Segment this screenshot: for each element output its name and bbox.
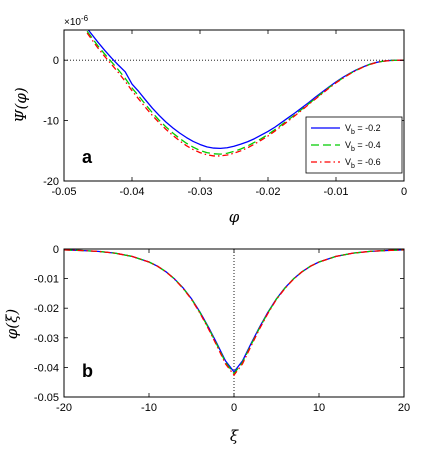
panel-b-ticks: -20 -10 0 10 20 -0.05 -0.04 -0.03 -0.02 -0.01 0 (34, 244, 410, 414)
y-tick-label: -0.03 (34, 333, 59, 345)
series-line-3 (86, 32, 404, 157)
panel-a-xlabel: φ (229, 208, 240, 226)
x-tick-label: -0.05 (51, 186, 76, 198)
panel-a-letter: a (82, 147, 93, 167)
panel-a-legend: Vb = -0.2 Vb = -0.4 Vb = -0.6 (305, 116, 403, 174)
x-tick-label: 0 (401, 186, 407, 198)
panel-a-axes-box (63, 29, 405, 182)
series-line-2 (64, 249, 404, 375)
x-tick-label: 10 (313, 402, 325, 414)
legend-box (305, 116, 403, 174)
y-tick-label: -0.01 (34, 274, 59, 286)
x-tick-label: -0.04 (119, 186, 144, 198)
panel-b-series (64, 249, 404, 376)
y-tick-label: 0 (53, 55, 59, 67)
legend-label-1: Vb = -0.2 (345, 123, 381, 136)
panel-a-series (86, 30, 404, 157)
y-tick-label: -0.02 (34, 303, 59, 315)
y-tick-label: -20 (43, 176, 59, 188)
panel-b: -20 -10 0 10 20 -0.05 -0.04 -0.03 -0.02 -0.01 0 φ(… (3, 244, 410, 445)
series-line-3 (64, 249, 404, 376)
panel-a-multiplier: ×10-6 (64, 14, 89, 28)
panel-b-letter: b (82, 361, 93, 381)
y-tick-label: -0.05 (34, 392, 59, 404)
panel-a-ticks: -0.05 -0.04 -0.03 -0.02 -0.01 0 -20 -10 0 (43, 30, 407, 198)
x-tick-label: -0.02 (255, 186, 280, 198)
x-tick-label: -0.01 (323, 186, 348, 198)
x-tick-label: 0 (231, 402, 237, 414)
series-line-2 (86, 30, 404, 155)
y-tick-label: 0 (53, 244, 59, 256)
x-tick-label: 20 (398, 402, 410, 414)
panel-b-ylabel: φ(ξ) (3, 309, 21, 340)
x-tick-label: -10 (141, 402, 157, 414)
legend-label-3: Vb = -0.6 (345, 157, 381, 170)
x-tick-label: -0.03 (187, 186, 212, 198)
series-line-1 (64, 249, 404, 373)
y-tick-label: -0.04 (34, 362, 59, 374)
x-tick-label: -20 (56, 402, 72, 414)
panel-a-ylabel: Ψ(φ) (12, 87, 30, 123)
panel-a: -0.05 -0.04 -0.03 -0.02 -0.01 0-20-100 ×10-6 … (12, 14, 407, 226)
legend-label-2: Vb = -0.4 (345, 140, 381, 153)
y-tick-label: -10 (43, 116, 59, 128)
panel-b-xlabel: ξ (230, 427, 239, 445)
